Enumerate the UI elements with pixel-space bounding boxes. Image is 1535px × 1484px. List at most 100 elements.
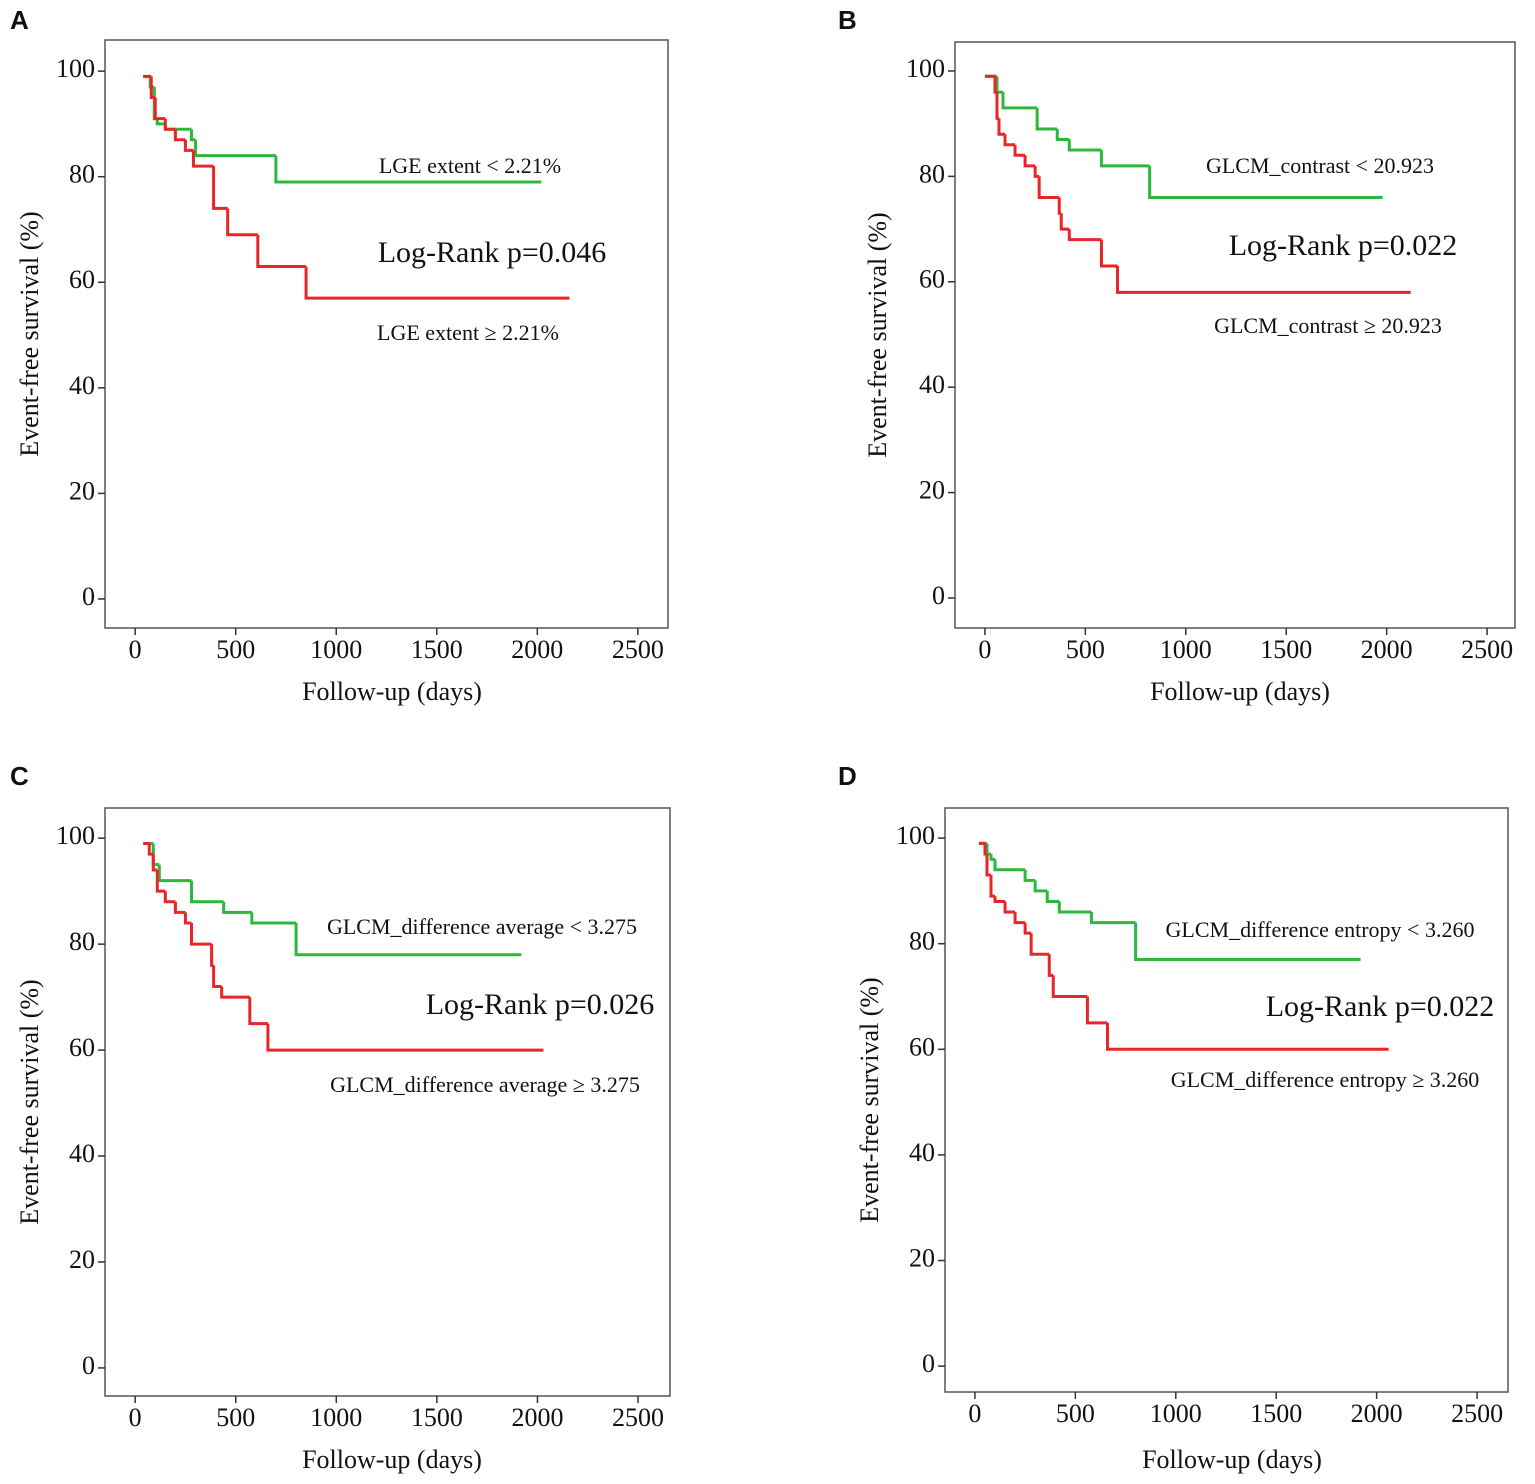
survival-step (997, 118, 1006, 136)
x-tick-label: 1000 (1160, 635, 1212, 664)
survival-step (173, 129, 186, 142)
survival-step (1067, 139, 1102, 152)
survival-step (183, 912, 192, 925)
survival-step (155, 869, 166, 893)
survival-step (248, 997, 268, 1026)
x-tick-label: 2000 (511, 635, 563, 664)
x-tick-label: 2500 (612, 635, 664, 664)
series-label: GLCM_difference average ≥ 3.275 (330, 1072, 640, 1097)
survival-step (163, 891, 176, 904)
survival-step (1023, 155, 1036, 168)
series-label: GLCM_difference entropy ≥ 3.260 (1171, 1067, 1480, 1092)
survival-step (157, 864, 192, 883)
y-tick-label: 20 (69, 476, 95, 505)
survival-step (1116, 265, 1411, 294)
y-tick-label: 40 (909, 1138, 935, 1167)
series-label: GLCM_contrast < 20.923 (1206, 153, 1434, 178)
log-rank: Log-Rank p=0.046 (378, 236, 607, 269)
survival-step (294, 922, 522, 957)
x-axis-label: Follow-up (days) (302, 1445, 482, 1474)
survival-step (1035, 107, 1058, 131)
x-tick-label: 500 (1066, 635, 1105, 664)
y-axis-label: Event-free survival (%) (855, 977, 884, 1222)
y-tick-label: 100 (56, 54, 95, 83)
survival-step (993, 859, 1026, 872)
y-tick-label: 60 (909, 1032, 935, 1061)
x-tick-label: 0 (968, 1399, 981, 1428)
panel-letter: C (10, 761, 29, 791)
survival-step (1099, 239, 1118, 268)
survival-step (1033, 165, 1040, 178)
survival-step (222, 901, 252, 914)
survival-step (1099, 150, 1150, 168)
x-tick-label: 1000 (1150, 1399, 1202, 1428)
log-rank: Log-Rank p=0.026 (426, 988, 655, 1021)
plot-frame (944, 807, 1509, 1393)
x-tick-label: 500 (1056, 1399, 1095, 1428)
y-tick-label: 80 (69, 160, 95, 189)
x-tick-label: 2500 (612, 1403, 664, 1432)
survival-step (995, 92, 999, 120)
survival-step (153, 97, 166, 121)
x-tick-label: 2000 (511, 1403, 563, 1432)
log-rank: Log-Rank p=0.022 (1229, 229, 1458, 262)
survival-step (1033, 880, 1048, 893)
plot-frame (104, 807, 671, 1397)
panel-letter: B (838, 5, 857, 35)
survival-step (1134, 922, 1361, 962)
x-tick-label: 1000 (310, 1403, 362, 1432)
y-tick-label: 80 (69, 927, 95, 956)
y-tick-label: 20 (909, 1243, 935, 1272)
survival-step (191, 150, 214, 168)
survival-step (1029, 933, 1050, 956)
survival-step (193, 139, 276, 158)
survival-step (1001, 92, 1038, 110)
plot-frame (104, 39, 669, 629)
x-tick-label: 1500 (411, 635, 463, 664)
survival-step (1148, 165, 1383, 199)
survival-step (266, 1023, 544, 1052)
survival-step (1023, 922, 1032, 935)
survival-step (1003, 134, 1016, 147)
survival-step (989, 875, 996, 898)
survival-step (1089, 912, 1136, 925)
x-axis-label: Follow-up (days) (1150, 677, 1330, 706)
y-tick-label: 0 (922, 1349, 935, 1378)
survival-step (147, 843, 154, 856)
survival-step (985, 843, 991, 856)
x-tick-label: 500 (216, 1403, 255, 1432)
y-axis-label: Event-free survival (%) (15, 979, 44, 1224)
x-tick-label: 0 (129, 1403, 142, 1432)
y-tick-label: 20 (919, 476, 945, 505)
survival-step (256, 234, 307, 268)
y-axis-label: Event-free survival (%) (15, 211, 44, 456)
survival-step (250, 912, 297, 925)
survival-step (163, 118, 176, 131)
survival-step (189, 129, 196, 142)
survival-step (995, 76, 1004, 94)
survival-step (220, 986, 250, 999)
x-tick-label: 0 (129, 635, 142, 664)
survival-step (173, 901, 186, 914)
survival-step (989, 853, 996, 861)
y-tick-label: 60 (69, 265, 95, 294)
survival-step (1013, 912, 1026, 925)
survival-step (1023, 869, 1036, 882)
survival-step (189, 880, 224, 904)
survival-step (1003, 901, 1016, 914)
survival-step (189, 922, 212, 946)
series-label: GLCM_difference average < 3.275 (327, 914, 637, 939)
x-tick-label: 1500 (1250, 1399, 1302, 1428)
x-tick-label: 1500 (1260, 635, 1312, 664)
survival-step (210, 944, 214, 967)
survival-step (274, 155, 542, 184)
y-axis-label: Event-free survival (%) (863, 212, 892, 457)
series-label: LGE extent < 2.21% (379, 153, 561, 178)
y-tick-label: 0 (932, 581, 945, 610)
y-tick-label: 0 (82, 582, 95, 611)
survival-step (1013, 144, 1026, 157)
survival-step (1105, 1022, 1389, 1051)
y-tick-label: 100 (56, 821, 95, 850)
x-tick-label: 0 (978, 635, 991, 664)
